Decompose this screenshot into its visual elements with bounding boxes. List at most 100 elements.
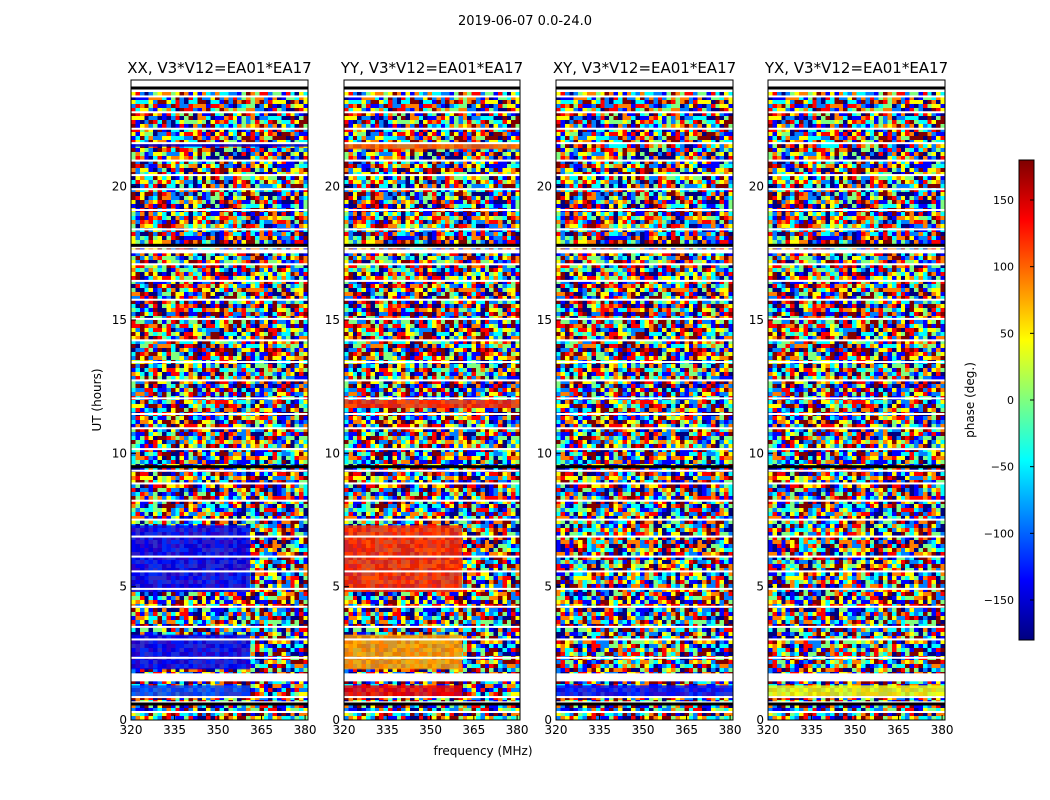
x-tick-label: 365 [675, 723, 698, 737]
y-tick-label: 10 [749, 446, 764, 460]
flag-line [556, 397, 733, 400]
flag-line [556, 711, 733, 713]
separator-line [344, 86, 520, 90]
x-tick-label: 350 [632, 723, 655, 737]
coherent-region [344, 144, 520, 150]
flag-line [344, 339, 520, 342]
flag-line [344, 127, 520, 130]
flag-band [344, 249, 520, 254]
flag-line [556, 361, 733, 364]
flag-line [131, 361, 308, 364]
flag-line [768, 535, 945, 538]
flag-line [131, 228, 308, 231]
separator-line [131, 702, 308, 706]
flag-line [344, 625, 520, 628]
y-tick-label: 5 [119, 580, 127, 594]
flag-line [131, 587, 308, 590]
x-tick-label: 335 [800, 723, 823, 737]
flag-line [344, 279, 520, 282]
x-tick-label: 350 [419, 723, 442, 737]
flag-line [768, 263, 945, 266]
flag-line [344, 263, 520, 266]
flag-line [344, 469, 520, 472]
x-tick-label: 380 [931, 723, 954, 737]
flag-band [344, 673, 520, 682]
flag-line [556, 228, 733, 231]
flag-line [768, 469, 945, 472]
separator-line [131, 243, 308, 247]
panel-frame [130, 79, 309, 721]
phase-noise [556, 80, 733, 720]
flag-band [556, 80, 733, 92]
x-tick-label: 320 [333, 723, 356, 737]
y-tick-label: 10 [537, 446, 552, 460]
flag-line [768, 518, 945, 521]
coherent-region [768, 685, 945, 696]
flag-line [768, 159, 945, 162]
colorbar-tick-label: 100 [993, 261, 1014, 274]
flag-line [344, 448, 520, 451]
flag-line [131, 518, 308, 521]
flag-line [131, 413, 308, 416]
flag-line [768, 427, 945, 430]
flag-line [768, 605, 945, 608]
flag-line [131, 159, 308, 162]
flag-line [131, 570, 308, 573]
flag-line [556, 469, 733, 472]
y-tick-label: 5 [544, 580, 552, 594]
colorbar-tick-label: −100 [984, 527, 1014, 540]
flag-line [131, 142, 308, 145]
flag-line [344, 246, 520, 249]
flag-line [556, 317, 733, 320]
flag-line [131, 379, 308, 382]
flag-line [768, 298, 945, 301]
flag-line [131, 711, 308, 713]
flag-line [131, 263, 308, 266]
flag-line [768, 625, 945, 628]
flag-line [344, 174, 520, 177]
flag-band [768, 80, 945, 92]
coherent-region [131, 685, 250, 696]
y-tick-label: 10 [325, 446, 340, 460]
y-tick-label: 20 [749, 180, 764, 194]
flag-line [556, 535, 733, 538]
flag-line [344, 587, 520, 590]
separator-line [131, 86, 308, 90]
flag-line [768, 555, 945, 558]
flag-line [344, 188, 520, 191]
flag-line [768, 95, 945, 98]
separator-line [768, 465, 945, 469]
colorbar-label: phase (deg.) [963, 362, 977, 438]
flag-line [556, 188, 733, 191]
flag-line [556, 570, 733, 573]
coherent-region [344, 525, 463, 592]
colorbar-tick-label: 0 [1007, 394, 1014, 407]
flag-line [768, 111, 945, 114]
flag-line [556, 209, 733, 212]
flag-line [344, 605, 520, 608]
y-tick-label: 15 [537, 313, 552, 327]
separator-line [344, 465, 520, 469]
flag-band [131, 80, 308, 92]
flag-line [131, 111, 308, 114]
flag-line [344, 317, 520, 320]
flag-line [344, 298, 520, 301]
flag-line [131, 656, 308, 659]
panel-2: XY, V3*V12=EA01*EA17 320 335 350 365 380 0 5 10 1… [537, 59, 742, 737]
flag-line [344, 361, 520, 364]
flag-line [556, 279, 733, 282]
flag-line [556, 696, 733, 699]
panel-title: YY, V3*V12=EA01*EA17 [340, 59, 523, 77]
flag-line [131, 482, 308, 485]
coherent-region [344, 685, 463, 696]
separator-line [344, 702, 520, 706]
x-tick-label: 380 [719, 723, 742, 737]
panel-0: XX, V3*V12=EA01*EA17 320 335 350 365 380 0 5 10 1… [112, 59, 317, 737]
flag-line [556, 111, 733, 114]
flag-line [131, 279, 308, 282]
flag-line [768, 188, 945, 191]
separator-line [768, 243, 945, 247]
colorbar-tick-label: −150 [984, 594, 1014, 607]
flag-line [556, 656, 733, 659]
